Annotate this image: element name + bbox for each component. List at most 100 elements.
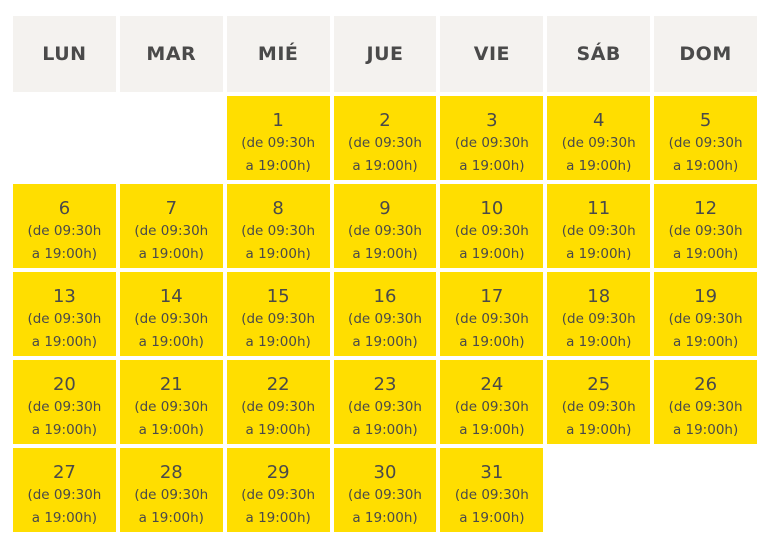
day-cell[interactable]: 10 (de 09:30h a 19:00h)	[440, 184, 544, 268]
day-number: 13	[52, 286, 76, 307]
day-cell[interactable]: 6 (de 09:30h a 19:00h)	[13, 184, 116, 268]
day-cell[interactable]: 11 (de 09:30h a 19:00h)	[547, 184, 651, 268]
opening-hours-start: (de 09:30h	[241, 487, 316, 503]
opening-hours-start: (de 09:30h	[134, 223, 209, 239]
weekday-header: VIE	[440, 16, 544, 92]
opening-hours-end: a 19:00h)	[566, 334, 632, 350]
weekday-header: JUE	[333, 16, 437, 92]
opening-hours-start: (de 09:30h	[134, 399, 209, 415]
day-cell[interactable]: 26 (de 09:30h a 19:00h)	[654, 360, 758, 444]
opening-hours-start: (de 09:30h	[27, 487, 102, 503]
opening-hours-end: a 19:00h)	[245, 246, 311, 262]
opening-hours-end: a 19:00h)	[566, 246, 632, 262]
day-cell[interactable]: 5 (de 09:30h a 19:00h)	[654, 96, 758, 180]
opening-hours-start: (de 09:30h	[454, 135, 529, 151]
day-cell[interactable]: 23 (de 09:30h a 19:00h)	[333, 360, 437, 444]
calendar-weeks: 1 (de 09:30h a 19:00h) 2 (de 09:30h a 19:00h)…	[13, 96, 758, 532]
day-number: 4	[593, 110, 605, 131]
opening-hours-start: (de 09:30h	[561, 311, 636, 327]
opening-hours-start: (de 09:30h	[454, 223, 529, 239]
day-cell[interactable]: 7 (de 09:30h a 19:00h)	[119, 184, 223, 268]
day-cell[interactable]: 13 (de 09:30h a 19:00h)	[13, 272, 116, 356]
opening-hours-start: (de 09:30h	[27, 311, 102, 327]
opening-hours-end: a 19:00h)	[459, 246, 525, 262]
day-number: 20	[52, 374, 76, 395]
week-row: 13 (de 09:30h a 19:00h) 14 (de 09:30h a 19:00…	[13, 272, 758, 356]
day-number: 10	[480, 198, 504, 219]
day-cell[interactable]: 1 (de 09:30h a 19:00h)	[226, 96, 330, 180]
day-cell[interactable]: 30 (de 09:30h a 19:00h)	[333, 448, 437, 532]
weekday-header: SÁB	[547, 16, 651, 92]
week-row: 20 (de 09:30h a 19:00h) 21 (de 09:30h a 19:00…	[13, 360, 758, 444]
day-cell[interactable]: 18 (de 09:30h a 19:00h)	[547, 272, 651, 356]
day-cell[interactable]: 20 (de 09:30h a 19:00h)	[13, 360, 116, 444]
day-cell[interactable]: 27 (de 09:30h a 19:00h)	[13, 448, 116, 532]
day-cell[interactable]: 25 (de 09:30h a 19:00h)	[547, 360, 651, 444]
day-number: 18	[587, 286, 611, 307]
opening-hours-start: (de 09:30h	[241, 223, 316, 239]
day-cell[interactable]: 24 (de 09:30h a 19:00h)	[440, 360, 544, 444]
opening-hours-start: (de 09:30h	[454, 487, 529, 503]
opening-hours-start: (de 09:30h	[348, 311, 422, 327]
day-cell[interactable]: 12 (de 09:30h a 19:00h)	[654, 184, 758, 268]
day-number: 24	[480, 374, 504, 395]
opening-hours-end: a 19:00h)	[245, 422, 311, 438]
week-row: 27 (de 09:30h a 19:00h) 28 (de 09:30h a 19:00…	[13, 448, 757, 532]
opening-hours-end: a 19:00h)	[245, 510, 311, 526]
empty-day-cell	[120, 96, 223, 180]
opening-hours-start: (de 09:30h	[348, 135, 422, 151]
week-row: 6 (de 09:30h a 19:00h) 7 (de 09:30h a 19:00h)…	[13, 184, 758, 268]
day-cell[interactable]: 28 (de 09:30h a 19:00h)	[119, 448, 223, 532]
opening-hours-end: a 19:00h)	[672, 422, 739, 438]
opening-hours-end: a 19:00h)	[352, 246, 418, 262]
day-number: 17	[480, 286, 504, 307]
opening-hours-end: a 19:00h)	[672, 158, 739, 174]
opening-hours-end: a 19:00h)	[352, 422, 418, 438]
day-cell[interactable]: 16 (de 09:30h a 19:00h)	[333, 272, 437, 356]
opening-hours-end: a 19:00h)	[31, 510, 98, 526]
day-number: 23	[373, 374, 397, 395]
opening-hours-end: a 19:00h)	[672, 334, 739, 350]
day-number: 26	[694, 374, 718, 395]
day-cell[interactable]: 4 (de 09:30h a 19:00h)	[547, 96, 651, 180]
day-cell[interactable]: 31 (de 09:30h a 19:00h)	[440, 448, 544, 532]
opening-hours-end: a 19:00h)	[31, 246, 98, 262]
opening-hours-end: a 19:00h)	[672, 246, 739, 262]
day-cell[interactable]: 21 (de 09:30h a 19:00h)	[119, 360, 223, 444]
day-cell[interactable]: 17 (de 09:30h a 19:00h)	[440, 272, 544, 356]
opening-hours-start: (de 09:30h	[348, 399, 422, 415]
opening-hours-end: a 19:00h)	[566, 422, 632, 438]
opening-hours-end: a 19:00h)	[459, 334, 525, 350]
opening-hours-end: a 19:00h)	[138, 246, 204, 262]
day-cell[interactable]: 14 (de 09:30h a 19:00h)	[119, 272, 223, 356]
day-cell[interactable]: 22 (de 09:30h a 19:00h)	[226, 360, 330, 444]
day-cell[interactable]: 8 (de 09:30h a 19:00h)	[226, 184, 330, 268]
day-number: 16	[373, 286, 397, 307]
day-cell[interactable]: 19 (de 09:30h a 19:00h)	[654, 272, 758, 356]
day-cell[interactable]: 3 (de 09:30h a 19:00h)	[440, 96, 544, 180]
day-number: 15	[266, 286, 290, 307]
opening-hours-end: a 19:00h)	[31, 422, 98, 438]
day-number: 14	[159, 286, 183, 307]
week-row: 1 (de 09:30h a 19:00h) 2 (de 09:30h a 19:00h)…	[13, 96, 758, 180]
day-cell[interactable]: 9 (de 09:30h a 19:00h)	[333, 184, 437, 268]
opening-hours-end: a 19:00h)	[31, 334, 98, 350]
day-cell[interactable]: 15 (de 09:30h a 19:00h)	[226, 272, 330, 356]
day-number: 22	[266, 374, 290, 395]
day-cell[interactable]: 2 (de 09:30h a 19:00h)	[333, 96, 437, 180]
opening-hours-start: (de 09:30h	[561, 399, 636, 415]
day-cell[interactable]: 29 (de 09:30h a 19:00h)	[226, 448, 330, 532]
weekday-header: MIÉ	[226, 16, 330, 92]
weekday-header: DOM	[654, 16, 758, 92]
day-number: 2	[379, 110, 391, 131]
day-number: 6	[58, 198, 71, 219]
day-number: 5	[699, 110, 712, 131]
day-number: 27	[52, 462, 76, 483]
opening-hours-start: (de 09:30h	[561, 135, 636, 151]
opening-hours-start: (de 09:30h	[134, 487, 209, 503]
opening-hours-start: (de 09:30h	[241, 311, 316, 327]
opening-hours-end: a 19:00h)	[245, 334, 311, 350]
day-number: 25	[587, 374, 611, 395]
day-number: 9	[379, 198, 391, 219]
day-number: 8	[272, 198, 284, 219]
